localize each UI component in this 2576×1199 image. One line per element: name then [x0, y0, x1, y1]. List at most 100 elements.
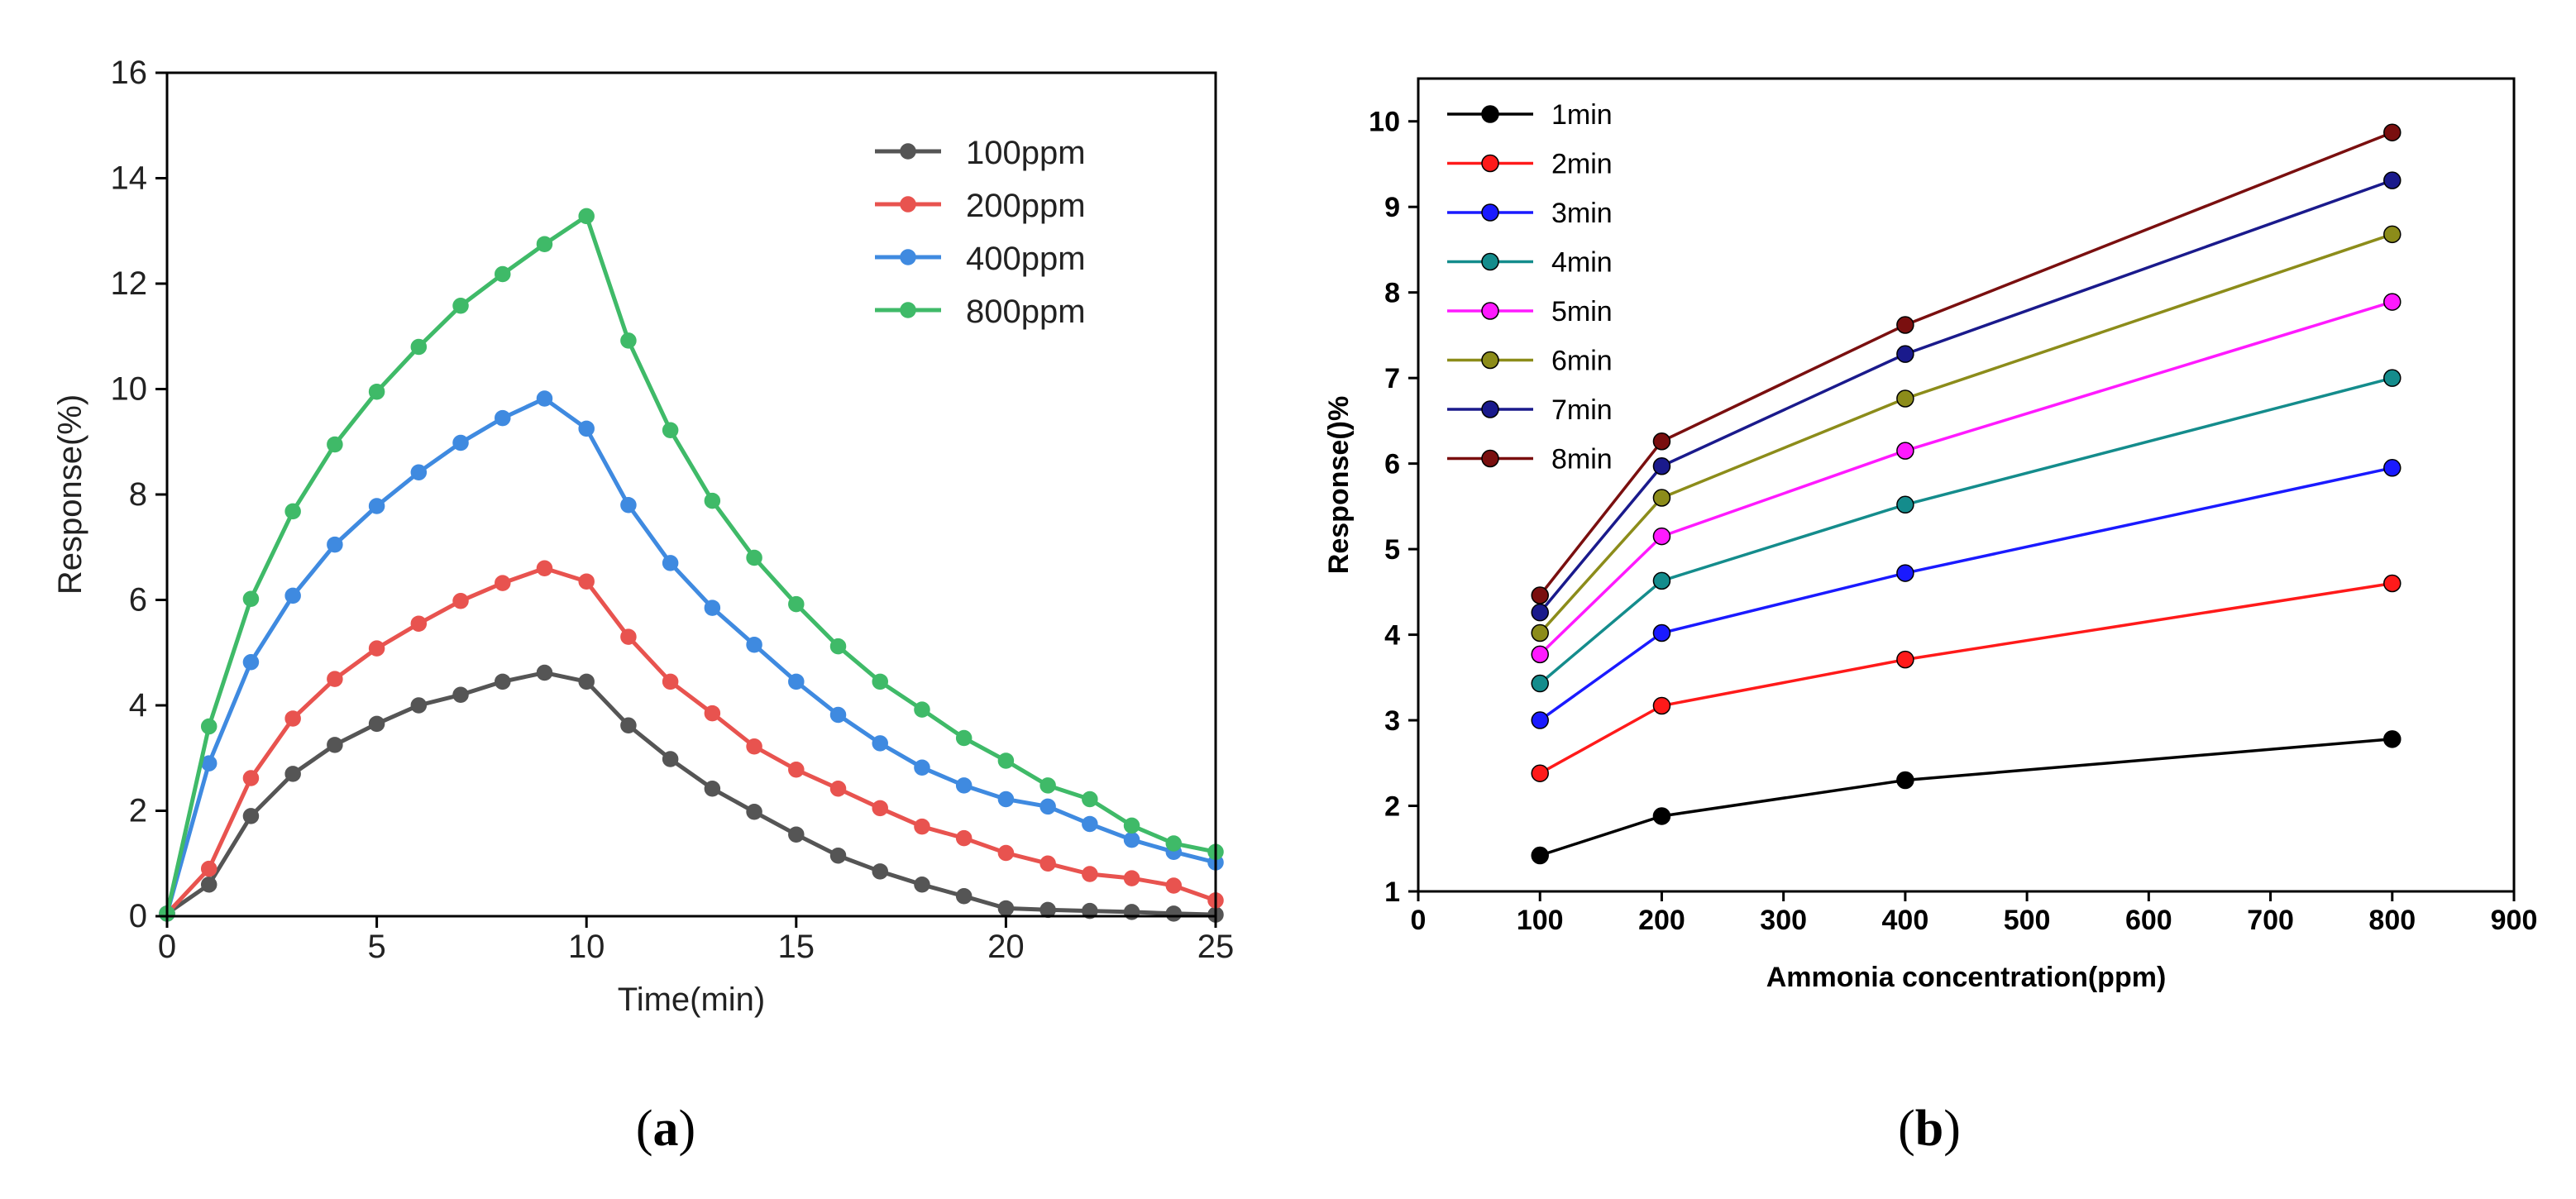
panel-label-a: (a)	[636, 1101, 695, 1157]
chart-a-point-800ppm-14	[746, 549, 762, 566]
chart-b-point-1min-0	[1531, 846, 1549, 865]
chart-b-y-tick-label-6: 6	[1384, 449, 1400, 480]
chart-a-point-800ppm-2	[242, 590, 260, 607]
chart-a-x-tick-label-20: 20	[987, 929, 1025, 965]
chart-a-point-100ppm-15	[788, 826, 805, 843]
chart-a-point-100ppm-20	[997, 900, 1015, 917]
chart-a-legend-marker-800ppm	[900, 302, 916, 318]
chart-b-point-5min-1	[1652, 527, 1671, 546]
chart-b-y-axis-label: Response()%	[1323, 396, 1355, 574]
chart-b-line-3min	[1539, 466, 2393, 722]
chart-b-legend-marker-1min	[1481, 105, 1499, 123]
chart-a-y-tick-label-16: 16	[111, 55, 148, 91]
chart-b-point-2min-1	[1652, 696, 1671, 715]
chart-b-legend: 1min 2min 3min 4min 5min 6min 7min 8min	[1447, 99, 1613, 475]
chart-a-legend: 100ppm 200ppm 400ppm 800ppm	[875, 135, 1086, 330]
chart-a-point-800ppm-11	[620, 332, 637, 349]
chart-b-point-2min-2	[1896, 650, 1914, 669]
chart-a-point-200ppm-18	[914, 818, 930, 835]
chart-a-point-100ppm-19	[955, 888, 973, 905]
chart-a-line-400ppm	[165, 396, 1216, 915]
chart-a-response-vs-time: 0 5 10 15 20 25 0 2 4 6 8 10 12 14 16 Time(min) Response…	[52, 55, 1234, 1018]
chart-a-point-200ppm-3	[284, 710, 301, 727]
chart-b-point-2min-3	[2383, 574, 2402, 593]
chart-a-point-400ppm-22	[1082, 815, 1098, 833]
chart-b-x-tick-label-700: 700	[2247, 905, 2294, 936]
chart-b-point-3min-1	[1652, 623, 1671, 642]
chart-a-legend-marker-200ppm	[900, 196, 916, 213]
chart-a-point-200ppm-2	[242, 770, 260, 786]
chart-b-legend-marker-2min	[1481, 154, 1499, 173]
chart-a-point-200ppm-20	[997, 844, 1015, 862]
chart-b-point-4min-2	[1896, 495, 1914, 514]
chart-a-point-400ppm-6	[410, 464, 428, 480]
chart-b-point-7min-1	[1652, 456, 1671, 475]
chart-b-legend-label-5min: 5min	[1551, 296, 1613, 327]
chart-b-point-3min-0	[1531, 711, 1549, 729]
chart-b-legend-marker-5min	[1481, 302, 1499, 320]
chart-a-point-400ppm-15	[788, 673, 805, 690]
chart-b-y-tick-label-9: 9	[1384, 192, 1400, 223]
chart-a-point-200ppm-13	[704, 705, 721, 722]
chart-b-x-tick-label-500: 500	[2004, 905, 2051, 936]
chart-a-legend-label-800ppm: 800ppm	[966, 294, 1086, 330]
chart-a-x-tick-label-10: 10	[568, 929, 605, 965]
chart-a-point-100ppm-22	[1082, 902, 1098, 920]
chart-b-y-tick-label-3: 3	[1384, 705, 1400, 737]
chart-a-point-100ppm-8	[495, 673, 511, 690]
chart-b-legend-label-3min: 3min	[1551, 198, 1613, 229]
chart-b-legend-label-7min: 7min	[1551, 394, 1613, 426]
chart-a-point-100ppm-18	[914, 877, 930, 893]
chart-b-point-3min-2	[1896, 564, 1914, 582]
chart-b-point-8min-2	[1896, 316, 1914, 334]
chart-b-legend-marker-8min	[1481, 449, 1499, 468]
chart-b-point-8min-3	[2383, 123, 2402, 141]
chart-b-point-5min-0	[1531, 645, 1549, 664]
chart-b-x-tick-label-200: 200	[1638, 905, 1685, 936]
chart-b-y-tick-label-10: 10	[1369, 107, 1400, 138]
chart-b-legend-label-1min: 1min	[1551, 99, 1613, 131]
chart-a-legend-marker-400ppm	[900, 249, 916, 265]
chart-b-y-tick-label-7: 7	[1384, 363, 1400, 394]
chart-b-line-5min	[1538, 300, 2393, 656]
chart-a-point-800ppm-9	[536, 236, 553, 252]
chart-a-point-200ppm-1	[200, 860, 217, 877]
chart-a-x-tick-label-15: 15	[778, 929, 815, 965]
chart-a-point-100ppm-5	[368, 715, 385, 733]
chart-a-point-400ppm-13	[704, 600, 721, 616]
chart-b-point-6min-0	[1531, 623, 1549, 642]
chart-b-line-4min	[1539, 376, 2393, 685]
chart-b-legend-marker-7min	[1481, 400, 1499, 418]
chart-a-point-200ppm-10	[578, 573, 595, 590]
chart-a-point-400ppm-3	[284, 587, 301, 604]
chart-b-y-tick-label-8: 8	[1384, 278, 1400, 309]
panel-label-b: (b)	[1898, 1101, 1961, 1157]
chart-a-point-400ppm-7	[452, 434, 469, 451]
chart-b-x-tick-label-400: 400	[1882, 905, 1929, 936]
chart-b-line-6min	[1538, 232, 2393, 634]
chart-a-y-tick-label-10: 10	[111, 371, 148, 408]
chart-a-point-200ppm-14	[746, 738, 762, 755]
chart-a-point-800ppm-21	[1039, 777, 1056, 794]
chart-a-point-400ppm-21	[1039, 798, 1056, 815]
chart-a-point-200ppm-15	[788, 762, 805, 778]
chart-a-point-800ppm-19	[955, 729, 973, 747]
chart-b-point-3min-3	[2383, 459, 2402, 477]
chart-a-line-100ppm	[165, 670, 1216, 917]
chart-b-point-7min-3	[2383, 171, 2402, 189]
chart-a-point-200ppm-16	[829, 780, 847, 797]
chart-a-point-400ppm-11	[620, 497, 637, 514]
chart-a-point-800ppm-10	[578, 208, 595, 225]
chart-b-axes-frame	[1417, 77, 2516, 893]
chart-a-y-tick-label-6: 6	[129, 582, 147, 619]
chart-b-y-tick-label-4: 4	[1384, 620, 1400, 652]
chart-b-legend-marker-4min	[1481, 252, 1499, 271]
chart-a-y-tick-label-12: 12	[111, 265, 148, 302]
chart-a-y-tick-label-8: 8	[129, 476, 147, 513]
chart-a-point-400ppm-18	[914, 759, 930, 776]
chart-a-point-100ppm-14	[746, 804, 762, 820]
chart-a-point-800ppm-5	[368, 383, 385, 400]
chart-a-x-tick-label-25: 25	[1197, 929, 1235, 965]
chart-b-point-8min-0	[1531, 586, 1549, 604]
